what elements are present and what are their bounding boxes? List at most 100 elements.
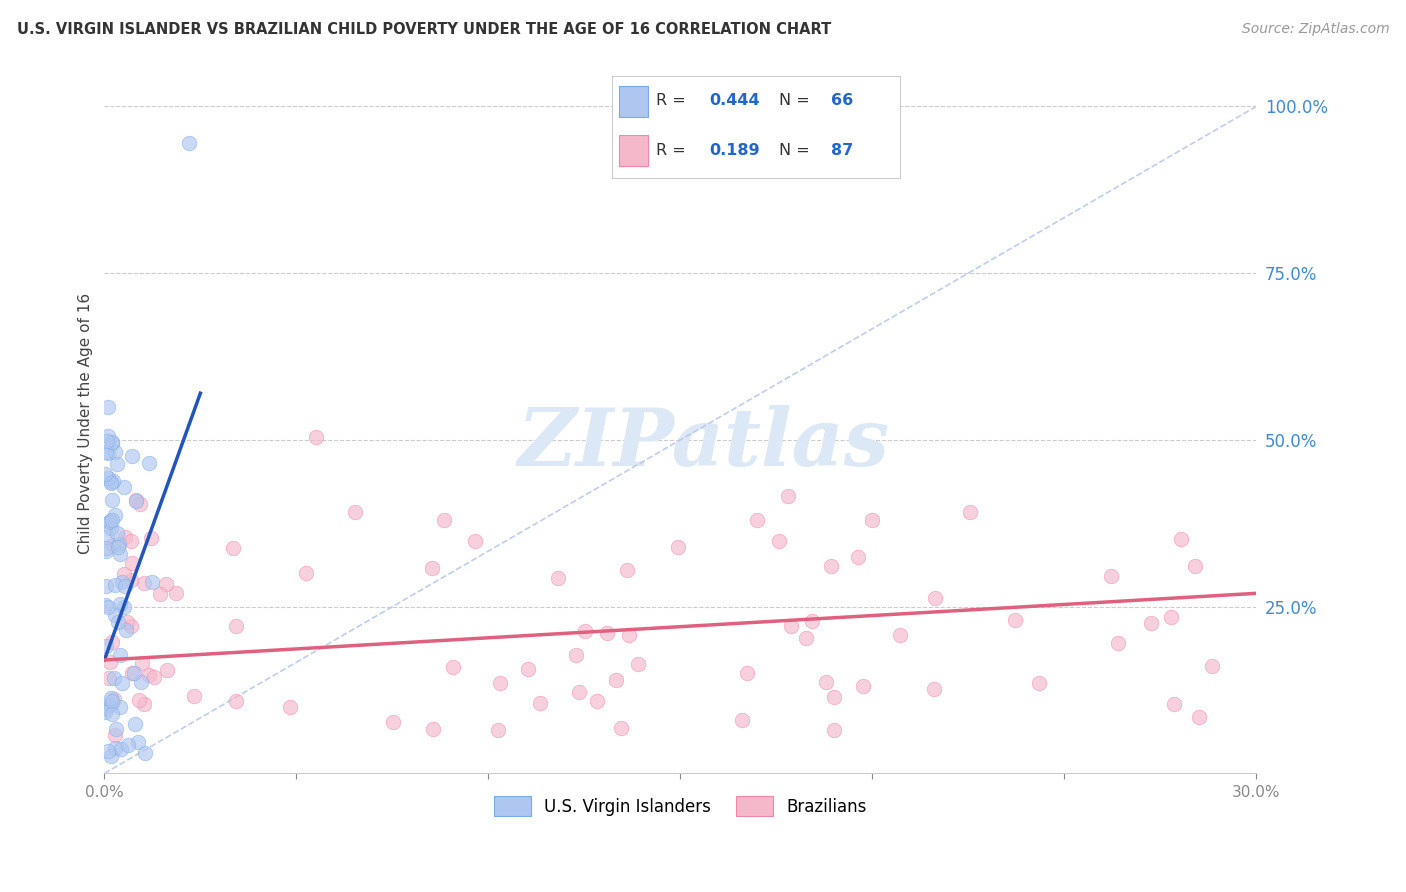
Point bbox=[574, 624, 596, 638]
Point bbox=[586, 693, 609, 707]
Point bbox=[823, 723, 845, 737]
Point bbox=[156, 664, 179, 678]
Point bbox=[101, 434, 124, 449]
Text: 87: 87 bbox=[831, 143, 853, 158]
Point bbox=[225, 694, 247, 708]
Point bbox=[124, 494, 146, 508]
Point bbox=[596, 626, 619, 640]
Point bbox=[112, 599, 135, 614]
Point bbox=[731, 714, 754, 728]
Point bbox=[516, 662, 538, 676]
Point bbox=[1004, 613, 1026, 627]
Point bbox=[846, 549, 869, 564]
Point bbox=[149, 587, 172, 601]
Point bbox=[97, 446, 120, 460]
Point bbox=[94, 444, 117, 458]
Point bbox=[924, 591, 946, 605]
Point bbox=[97, 471, 120, 485]
Point bbox=[222, 541, 245, 556]
Point bbox=[121, 450, 143, 464]
Point bbox=[100, 749, 122, 764]
Point bbox=[779, 619, 801, 633]
Point bbox=[609, 721, 631, 735]
Point bbox=[97, 429, 120, 443]
Point bbox=[800, 614, 823, 628]
Point bbox=[565, 648, 588, 662]
Point bbox=[889, 628, 911, 642]
FancyBboxPatch shape bbox=[619, 136, 648, 166]
Point bbox=[441, 660, 464, 674]
Point bbox=[616, 563, 638, 577]
Point bbox=[128, 692, 150, 706]
Point bbox=[107, 540, 129, 554]
Point bbox=[103, 692, 125, 706]
Point bbox=[304, 429, 326, 443]
Text: N =: N = bbox=[779, 94, 814, 109]
Point bbox=[100, 436, 122, 450]
Point bbox=[94, 579, 117, 593]
Point bbox=[107, 615, 129, 630]
Text: R =: R = bbox=[657, 143, 692, 158]
Point bbox=[124, 716, 146, 731]
Point bbox=[120, 533, 142, 548]
Point bbox=[1099, 568, 1122, 582]
Point bbox=[105, 457, 128, 471]
Text: U.S. VIRGIN ISLANDER VS BRAZILIAN CHILD POVERTY UNDER THE AGE OF 16 CORRELATION : U.S. VIRGIN ISLANDER VS BRAZILIAN CHILD … bbox=[17, 22, 831, 37]
Point bbox=[343, 505, 366, 519]
Point bbox=[103, 538, 125, 552]
Point bbox=[110, 742, 132, 756]
Point bbox=[488, 676, 510, 690]
Point bbox=[105, 526, 128, 541]
Point bbox=[1201, 658, 1223, 673]
Point bbox=[108, 547, 131, 561]
Point bbox=[100, 521, 122, 535]
Point bbox=[959, 505, 981, 519]
Point bbox=[121, 556, 143, 570]
Point bbox=[1188, 710, 1211, 724]
Point bbox=[104, 445, 127, 459]
Point bbox=[96, 640, 118, 654]
Legend: U.S. Virgin Islanders, Brazilians: U.S. Virgin Islanders, Brazilians bbox=[486, 788, 875, 824]
Point bbox=[101, 707, 124, 722]
Point bbox=[128, 497, 150, 511]
Point bbox=[101, 694, 124, 708]
Point bbox=[1184, 558, 1206, 573]
Point bbox=[143, 670, 166, 684]
Point bbox=[114, 530, 136, 544]
Point bbox=[422, 722, 444, 736]
Point bbox=[278, 699, 301, 714]
Point bbox=[529, 696, 551, 710]
Point bbox=[627, 657, 650, 671]
Text: 66: 66 bbox=[831, 94, 853, 109]
Point bbox=[98, 671, 121, 685]
Point bbox=[1163, 697, 1185, 711]
Point bbox=[120, 619, 142, 633]
Point bbox=[112, 567, 135, 582]
Point bbox=[108, 537, 131, 551]
Point bbox=[115, 615, 138, 630]
Point bbox=[103, 671, 125, 685]
Point bbox=[125, 492, 148, 507]
Point bbox=[666, 541, 689, 555]
Point bbox=[100, 475, 122, 490]
Point bbox=[1107, 636, 1129, 650]
Point bbox=[605, 673, 627, 687]
Point bbox=[141, 574, 163, 589]
Point bbox=[111, 676, 134, 690]
Point bbox=[294, 566, 316, 580]
Point bbox=[108, 597, 131, 611]
Point bbox=[94, 541, 117, 555]
Point bbox=[122, 665, 145, 680]
Text: N =: N = bbox=[779, 143, 814, 158]
Point bbox=[464, 533, 486, 548]
Point bbox=[1028, 676, 1050, 690]
Point bbox=[100, 493, 122, 508]
Point bbox=[101, 475, 124, 489]
Point bbox=[108, 648, 131, 663]
Point bbox=[815, 674, 838, 689]
Point bbox=[165, 586, 187, 600]
Point bbox=[114, 579, 136, 593]
Point bbox=[127, 735, 149, 749]
Point bbox=[134, 698, 156, 712]
Point bbox=[820, 558, 842, 573]
